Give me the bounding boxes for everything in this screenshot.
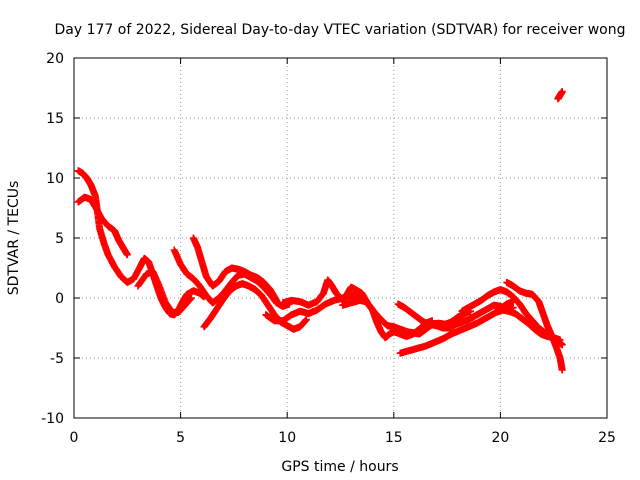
series-arc5 (189, 234, 281, 304)
x-tick-label: 20 (491, 430, 509, 446)
x-tick-label: 15 (385, 430, 403, 446)
y-tick-label: 20 (46, 51, 64, 67)
series-arc9 (339, 296, 436, 342)
y-tick-label: 15 (46, 111, 64, 127)
series-arc15 (554, 88, 566, 103)
data-point (273, 296, 281, 304)
data-point (558, 341, 566, 349)
x-tick-label: 0 (70, 430, 79, 446)
data-point (558, 366, 566, 374)
x-tick-label: 5 (176, 430, 185, 446)
x-axis-label: GPS time / hours (281, 459, 398, 475)
x-tick-label: 10 (278, 430, 296, 446)
y-tick-label: -10 (41, 411, 64, 427)
y-tick-label: 0 (55, 291, 64, 307)
chart-title: Day 177 of 2022, Sidereal Day-to-day VTE… (55, 22, 626, 38)
series-arc10 (394, 300, 517, 332)
y-tick-label: 5 (55, 231, 64, 247)
y-tick-label: -5 (50, 351, 64, 367)
data-points (74, 88, 566, 374)
series-arc3 (134, 268, 195, 316)
data-point (556, 336, 564, 344)
x-tick-label: 25 (598, 430, 616, 446)
axis-ticks (73, 57, 608, 419)
series-arc14 (492, 306, 564, 344)
grid-lines (74, 58, 607, 418)
y-axis-label: SDTVAR / TECUs (6, 181, 22, 296)
y-tick-labels: -10 -5 0 5 10 15 20 (41, 51, 64, 427)
data-point (302, 316, 310, 324)
series-arc2 (74, 193, 131, 259)
y-tick-label: 10 (46, 171, 64, 187)
data-point (558, 88, 566, 96)
data-point (123, 251, 131, 259)
data-point (187, 294, 195, 302)
x-tick-labels: 0 5 10 15 20 25 (70, 430, 616, 446)
series-arc11 (396, 298, 517, 357)
